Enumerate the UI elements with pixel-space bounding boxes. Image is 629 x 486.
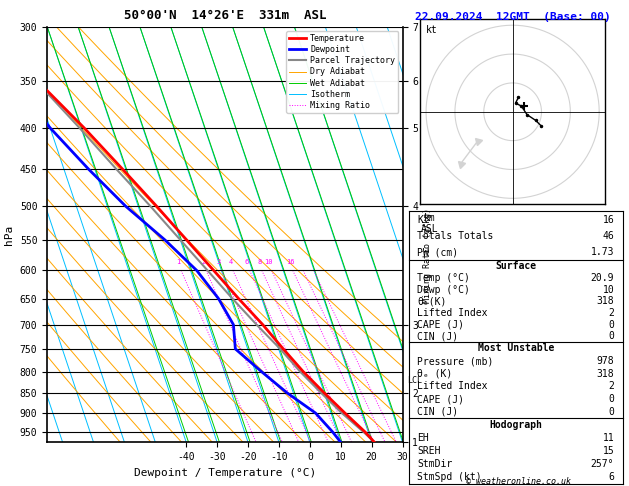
Text: 257°: 257° <box>591 459 614 469</box>
Text: 20.9: 20.9 <box>591 273 614 283</box>
Text: SREH: SREH <box>418 446 441 456</box>
Text: Pressure (mb): Pressure (mb) <box>418 356 494 366</box>
Text: 6: 6 <box>608 472 614 482</box>
Text: 2: 2 <box>201 259 206 264</box>
Text: 1.73: 1.73 <box>591 247 614 257</box>
Text: StmDir: StmDir <box>418 459 453 469</box>
Text: CIN (J): CIN (J) <box>418 407 459 417</box>
Text: 0: 0 <box>608 331 614 341</box>
Text: 10: 10 <box>603 285 614 295</box>
Text: 2: 2 <box>608 382 614 392</box>
Text: kt: kt <box>426 25 438 35</box>
Text: 15: 15 <box>603 446 614 456</box>
Text: 1: 1 <box>176 259 181 264</box>
Text: Totals Totals: Totals Totals <box>418 231 494 241</box>
Text: Lifted Index: Lifted Index <box>418 308 488 318</box>
Text: StmSpd (kt): StmSpd (kt) <box>418 472 482 482</box>
Text: Temp (°C): Temp (°C) <box>418 273 470 283</box>
Text: Dewp (°C): Dewp (°C) <box>418 285 470 295</box>
Y-axis label: km
ASL: km ASL <box>420 213 438 235</box>
Text: © weatheronline.co.uk: © weatheronline.co.uk <box>467 477 571 486</box>
Text: 16: 16 <box>286 259 294 264</box>
Text: K: K <box>418 215 423 225</box>
Text: 318: 318 <box>596 296 614 306</box>
Y-axis label: hPa: hPa <box>4 225 14 244</box>
Text: 318: 318 <box>596 369 614 379</box>
Text: Lifted Index: Lifted Index <box>418 382 488 392</box>
Text: 8: 8 <box>257 259 261 264</box>
Text: θₑ(K): θₑ(K) <box>418 296 447 306</box>
Text: Mixing Ratio (g/kg): Mixing Ratio (g/kg) <box>423 208 432 303</box>
Text: θₑ (K): θₑ (K) <box>418 369 453 379</box>
Text: 0: 0 <box>608 407 614 417</box>
Text: EH: EH <box>418 433 429 443</box>
X-axis label: Dewpoint / Temperature (°C): Dewpoint / Temperature (°C) <box>134 468 316 478</box>
Text: 0: 0 <box>608 394 614 404</box>
Text: 11: 11 <box>603 433 614 443</box>
Text: 4: 4 <box>228 259 233 264</box>
Legend: Temperature, Dewpoint, Parcel Trajectory, Dry Adiabat, Wet Adiabat, Isotherm, Mi: Temperature, Dewpoint, Parcel Trajectory… <box>286 31 398 113</box>
Text: 46: 46 <box>603 231 614 241</box>
Text: 16: 16 <box>603 215 614 225</box>
Text: 50°00'N  14°26'E  331m  ASL: 50°00'N 14°26'E 331m ASL <box>124 9 326 22</box>
Text: 6: 6 <box>245 259 249 264</box>
Text: 0: 0 <box>608 320 614 330</box>
Text: LCL: LCL <box>407 376 421 385</box>
Text: CIN (J): CIN (J) <box>418 331 459 341</box>
Text: Hodograph: Hodograph <box>489 420 542 430</box>
Text: CAPE (J): CAPE (J) <box>418 394 464 404</box>
Text: Surface: Surface <box>495 261 537 271</box>
Text: 22.09.2024  12GMT  (Base: 00): 22.09.2024 12GMT (Base: 00) <box>415 12 611 22</box>
Text: Most Unstable: Most Unstable <box>477 344 554 353</box>
Text: 2: 2 <box>608 308 614 318</box>
Text: CAPE (J): CAPE (J) <box>418 320 464 330</box>
Text: PW (cm): PW (cm) <box>418 247 459 257</box>
Text: 10: 10 <box>265 259 273 264</box>
Text: 978: 978 <box>596 356 614 366</box>
Text: 3: 3 <box>217 259 221 264</box>
